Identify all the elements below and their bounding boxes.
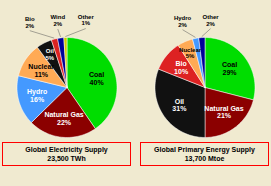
html-text:Global Primary Energy Supply: Global Primary Energy Supply xyxy=(154,146,255,153)
svg-text:Natural Gas22%: Natural Gas22% xyxy=(44,111,83,126)
html-text:Global Electricity Supply: Global Electricity Supply xyxy=(25,146,108,153)
svg-text:Natural Gas21%: Natural Gas21% xyxy=(204,105,243,120)
svg-text:Other2%: Other2% xyxy=(203,14,220,27)
svg-text:Coal29%: Coal29% xyxy=(222,61,237,76)
svg-text:Other1%: Other1% xyxy=(78,14,95,27)
html-text:13,700 Mtoe: 13,700 Mtoe xyxy=(184,155,225,163)
svg-text:Oil31%: Oil31% xyxy=(172,98,187,113)
svg-text:Nuclear11%: Nuclear11% xyxy=(28,63,54,78)
svg-text:Hydro2%: Hydro2% xyxy=(174,15,192,28)
svg-text:Hydro16%: Hydro16% xyxy=(27,88,47,103)
svg-text:Bio2%: Bio2% xyxy=(25,16,35,29)
svg-text:Coal40%: Coal40% xyxy=(89,71,104,86)
html-text:23,500 TWh: 23,500 TWh xyxy=(47,155,86,163)
svg-text:Oil5%: Oil5% xyxy=(45,48,54,61)
svg-text:Nuclear5%: Nuclear5% xyxy=(179,47,202,60)
svg-text:Wind2%: Wind2% xyxy=(50,14,65,27)
svg-text:Bio10%: Bio10% xyxy=(174,60,189,75)
